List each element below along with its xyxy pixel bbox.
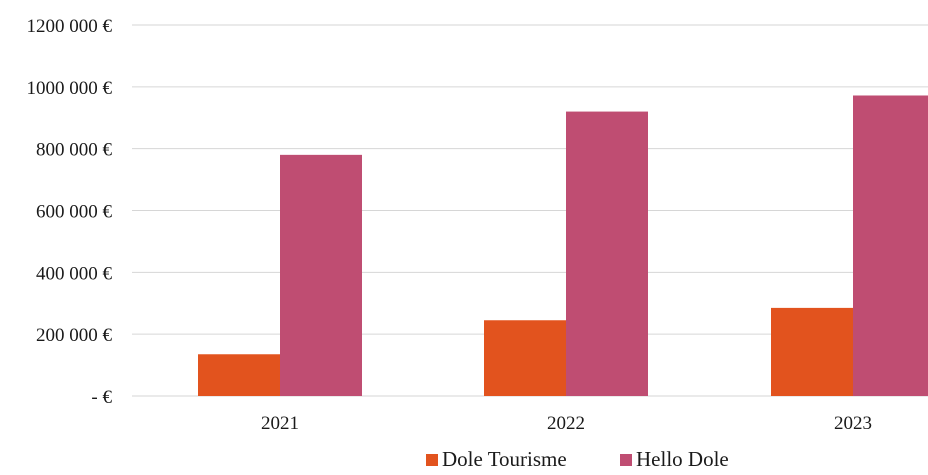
legend-label: Dole Tourisme (442, 447, 567, 470)
y-tick-label: 600 000 € (36, 202, 113, 223)
bar-dole-tourisme-2023 (771, 307, 853, 396)
legend-swatch (426, 454, 438, 466)
y-tick-label: 1000 000 € (27, 78, 113, 99)
y-tick-label: 400 000 € (36, 263, 113, 284)
legend-swatch (620, 454, 632, 466)
bar-hello-dole-2023 (853, 95, 928, 397)
y-axis-tick-labels: - € 200 000 € 400 000 € 600 000 € 800 000 € 1… (27, 16, 113, 408)
y-tick-label: 200 000 € (36, 325, 113, 346)
gridlines (132, 24, 928, 397)
bars (198, 95, 928, 397)
y-tick-label: - € (91, 387, 112, 408)
bar-dole-tourisme-2021 (198, 354, 280, 396)
x-axis-tick-labels: 2021 2022 2023 (261, 413, 872, 434)
bar-dole-tourisme-2022 (484, 320, 566, 396)
legend: Dole Tourisme Hello Dole (426, 447, 729, 471)
y-tick-label: 1200 000 € (27, 16, 113, 37)
bar-hello-dole-2021 (280, 154, 362, 396)
y-tick-label: 800 000 € (36, 140, 113, 161)
legend-label: Hello Dole (636, 447, 729, 470)
x-tick-label: 2022 (547, 413, 585, 434)
x-tick-label: 2023 (834, 413, 872, 434)
x-tick-label: 2021 (261, 413, 299, 434)
bar-hello-dole-2022 (566, 111, 648, 397)
